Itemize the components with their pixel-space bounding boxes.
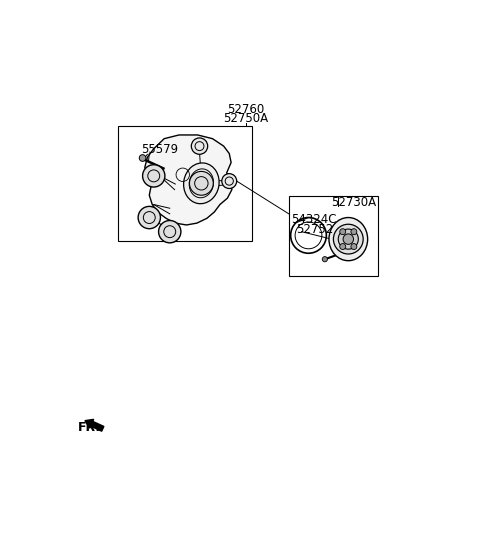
Circle shape xyxy=(334,224,363,254)
Text: 52730A: 52730A xyxy=(332,196,377,209)
Circle shape xyxy=(190,171,213,195)
Circle shape xyxy=(338,229,359,249)
Circle shape xyxy=(340,229,346,235)
Ellipse shape xyxy=(183,163,219,203)
Circle shape xyxy=(322,257,327,262)
Circle shape xyxy=(343,234,353,244)
Text: 55579: 55579 xyxy=(141,143,178,156)
Text: 52760: 52760 xyxy=(228,103,264,116)
Text: FR.: FR. xyxy=(78,421,101,434)
Circle shape xyxy=(138,206,160,229)
Circle shape xyxy=(351,244,357,250)
Circle shape xyxy=(158,221,181,243)
FancyArrow shape xyxy=(85,419,104,431)
Circle shape xyxy=(143,165,165,187)
Bar xyxy=(289,196,378,276)
Polygon shape xyxy=(145,135,232,225)
Ellipse shape xyxy=(329,217,368,261)
Circle shape xyxy=(340,244,346,250)
Text: 52752: 52752 xyxy=(296,223,334,236)
Text: 54324C: 54324C xyxy=(290,213,336,226)
Circle shape xyxy=(222,173,237,188)
Circle shape xyxy=(192,138,208,155)
Text: 52750A: 52750A xyxy=(223,112,269,126)
Bar xyxy=(118,126,252,241)
Circle shape xyxy=(351,229,357,235)
Circle shape xyxy=(139,155,146,161)
